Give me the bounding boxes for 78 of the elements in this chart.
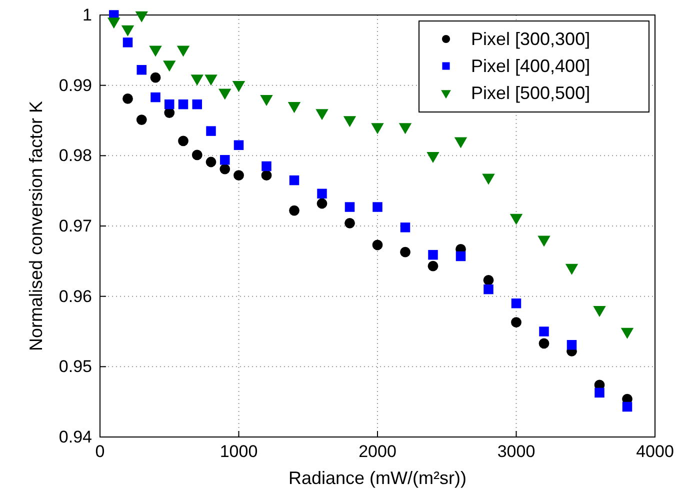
point (218, 88, 232, 100)
point (136, 64, 146, 75)
y-tick-label: 0.95 (58, 357, 92, 376)
point (149, 46, 162, 57)
point (428, 260, 438, 272)
point (317, 188, 327, 199)
point (372, 202, 382, 212)
point (594, 388, 604, 398)
point (190, 74, 204, 86)
point (400, 246, 410, 258)
point (121, 25, 134, 36)
point (622, 402, 632, 412)
point (122, 94, 133, 104)
legend-label: Pixel [400,400] (471, 56, 590, 76)
x-tick-label: 3000 (497, 442, 536, 462)
x-tick-label: 1000 (220, 442, 258, 462)
point (192, 99, 202, 110)
legend-label: Pixel [500,500] (471, 83, 590, 103)
point (178, 99, 188, 110)
point (511, 298, 522, 308)
point (176, 46, 190, 57)
point (398, 123, 412, 134)
point (220, 164, 230, 174)
point (108, 18, 120, 29)
x-axis-title: Radiance (mW/(m²sr)) (288, 468, 466, 488)
y-tick-label: 0.97 (58, 216, 92, 236)
point (232, 80, 246, 92)
point (220, 155, 230, 165)
point (456, 251, 466, 262)
x-tick-label: 0 (95, 442, 105, 462)
point (178, 136, 188, 146)
point (372, 240, 383, 250)
point (483, 274, 494, 286)
point (539, 326, 549, 336)
point (316, 198, 328, 209)
point (164, 108, 175, 118)
point (511, 317, 522, 328)
point (164, 99, 174, 110)
point (344, 202, 355, 212)
point (344, 218, 355, 228)
point (262, 161, 272, 172)
point (288, 102, 301, 114)
point (371, 123, 384, 134)
point (234, 140, 244, 150)
point (566, 340, 577, 350)
point (289, 205, 300, 216)
point (136, 114, 147, 125)
point (343, 116, 356, 128)
point (426, 152, 440, 164)
y-tick-label: 0.94 (58, 427, 92, 446)
x-tick-label: 4000 (636, 442, 674, 462)
legend-label: Pixel [300,300] (471, 29, 590, 49)
point (260, 95, 273, 106)
point (206, 156, 216, 168)
y-tick-label: 0.99 (58, 76, 92, 95)
point (400, 222, 410, 232)
point (454, 137, 468, 148)
point (204, 74, 218, 86)
point (484, 284, 494, 294)
x-tick-label: 2000 (358, 442, 396, 462)
y-tick-label: 1 (82, 5, 92, 24)
point (538, 338, 550, 349)
y-axis-title: Normalised conversion factor K (26, 100, 46, 352)
point (234, 170, 244, 181)
point (122, 38, 133, 48)
point (482, 174, 495, 185)
point (150, 72, 161, 83)
point (163, 60, 176, 72)
point (192, 150, 202, 160)
point (428, 250, 438, 260)
point (316, 109, 328, 120)
y-tick-label: 0.98 (58, 146, 92, 166)
point (289, 175, 300, 186)
y-tick-label: 0.96 (58, 286, 92, 306)
point (135, 11, 148, 22)
point (261, 170, 272, 181)
point (150, 92, 160, 102)
point (206, 126, 216, 136)
